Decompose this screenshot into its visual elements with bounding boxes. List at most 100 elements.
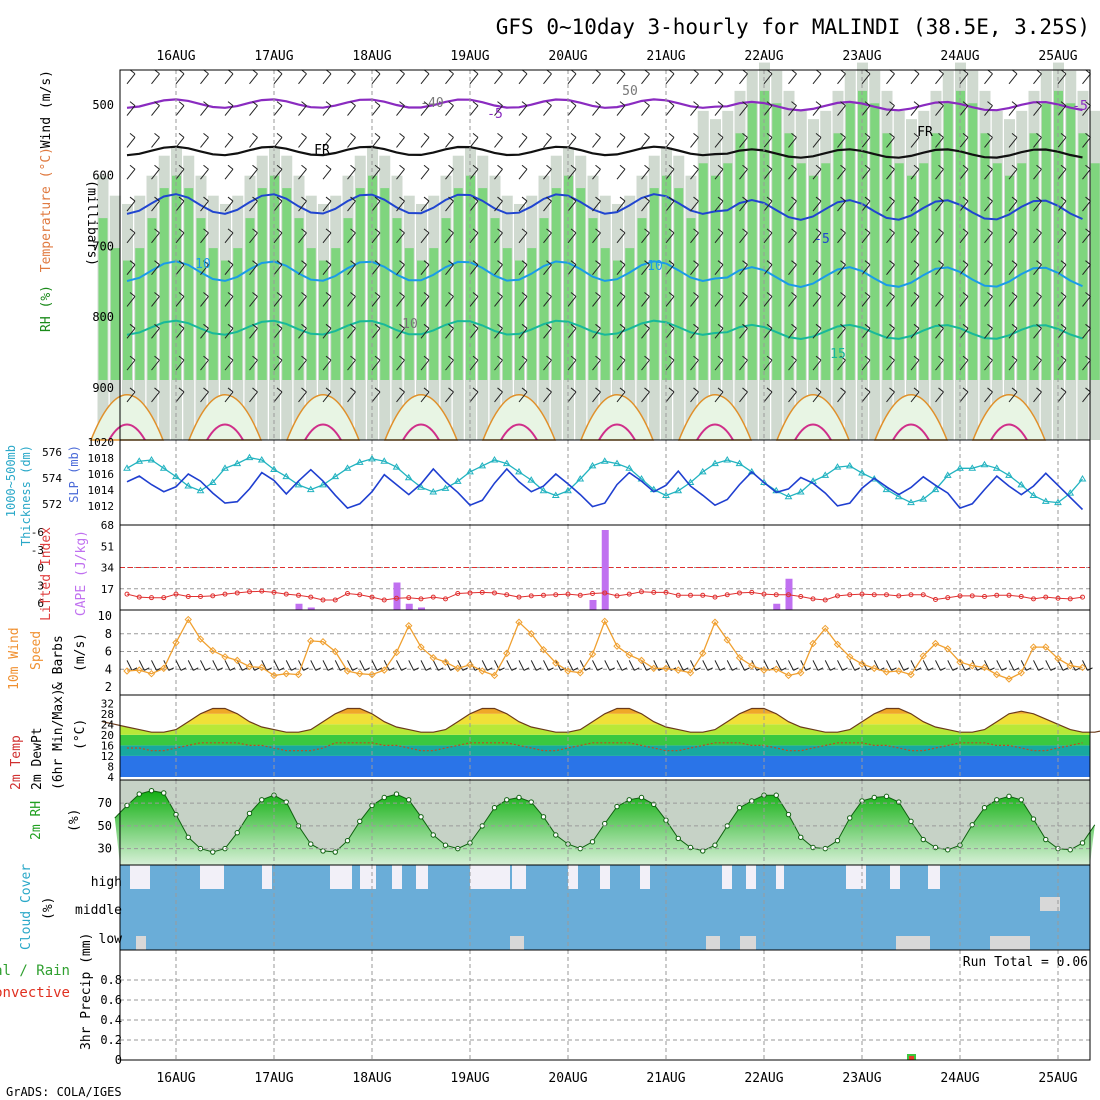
wind-barb-flag [129, 292, 136, 297]
wind-barb [1045, 660, 1052, 671]
wind-point [319, 638, 327, 646]
wind-barb [396, 660, 402, 671]
wind-barb [1033, 391, 1042, 403]
wind-barb [714, 264, 724, 275]
wind-barb-flag [472, 164, 479, 170]
wind-point [503, 649, 511, 657]
wind-point [515, 618, 523, 626]
wind-barb-flag [595, 164, 601, 170]
wind-barb-flag [570, 355, 577, 361]
wind-barb [690, 168, 699, 180]
wind-barb-flag [962, 292, 969, 297]
wind-barb-flag [511, 667, 517, 671]
wind-barb-flag [497, 133, 503, 138]
wind-barb [322, 327, 332, 339]
wind-barb [592, 660, 598, 671]
wind-barb-flag [840, 260, 846, 266]
wind-barb-flag [1060, 323, 1067, 329]
rh-moist [894, 163, 904, 380]
wind-barb [935, 137, 944, 148]
wind-barb-flag [889, 164, 895, 170]
wind-point [674, 666, 682, 674]
wind-barb [935, 660, 941, 671]
rh-moist [600, 248, 610, 380]
wind-barb [420, 168, 430, 180]
wind-barb-flag [742, 164, 748, 170]
rh-point [883, 793, 890, 800]
isotherm-line [126, 260, 1083, 289]
wind-barb-flag [203, 101, 209, 106]
isotherm-line [126, 145, 1083, 159]
wind-barb [959, 200, 969, 212]
wind-barb-flag [742, 323, 748, 329]
wind-barb-flag [472, 355, 479, 361]
wind-barb [592, 391, 601, 403]
wind-barb-flag [595, 292, 601, 297]
wind-barb-flag [217, 667, 223, 671]
wind-barb-flag [1060, 355, 1067, 361]
wind-barb-flag [840, 323, 846, 329]
wind-barb [1008, 232, 1018, 244]
top-date-label: 17AUG [254, 49, 293, 64]
wind-point [625, 651, 633, 659]
rh-moist [294, 218, 304, 380]
wind-barb [984, 200, 993, 212]
wind-barb [224, 73, 234, 85]
wind-barb [126, 359, 136, 371]
wind-barb [567, 264, 577, 275]
wind-barb-flag [791, 260, 797, 266]
wind-barb [1082, 359, 1091, 371]
wind-barb [616, 200, 626, 212]
cloud-high-gap [722, 865, 732, 889]
wind-barb [788, 232, 797, 244]
wind-barb [506, 660, 513, 671]
wind-barb [396, 168, 405, 180]
wind-barb [910, 232, 920, 244]
wind-barb [347, 168, 356, 180]
wind-barb [371, 296, 381, 307]
isotherm-label: 50 [622, 84, 638, 99]
wind-barb [763, 200, 773, 212]
wind-barb-flag [521, 260, 528, 266]
wind-barb-flag [546, 387, 552, 393]
wind-barb [273, 232, 283, 244]
wind-barb [935, 168, 944, 180]
wind-barb [837, 105, 846, 116]
wind-barb-flag [399, 164, 405, 170]
wind-barb-flag [154, 164, 160, 170]
lifted-point [418, 596, 424, 602]
wind-barb [616, 232, 626, 244]
rh-moist [196, 218, 206, 380]
wind-barb [1008, 327, 1018, 339]
wind-barb [714, 660, 721, 671]
rh-moist [613, 260, 622, 380]
lifted-point [185, 593, 191, 599]
thickness-point [711, 459, 719, 467]
wind-point [993, 670, 1001, 679]
wind-barb-flag [227, 196, 234, 202]
wind-barb [249, 73, 258, 85]
thickness-point [613, 459, 621, 467]
wind-barb [396, 200, 405, 212]
rh-moist [625, 248, 635, 380]
wind-barb-flag [423, 292, 430, 297]
pressure-tick: 600 [92, 169, 114, 183]
wind-barb [347, 105, 356, 116]
wind-barb-flag [227, 260, 234, 266]
rh-moist [1066, 103, 1076, 380]
warm-dome [971, 394, 1047, 441]
wind-barb-flag [546, 228, 552, 234]
wind-barb-flag [252, 387, 258, 393]
rh-label: 2m RH [29, 801, 44, 840]
wind-barb-flag [1060, 387, 1067, 393]
wind-barb-flag [1060, 196, 1067, 202]
rh-moist [747, 103, 757, 380]
thickness-point [992, 464, 1001, 471]
wind-barb [347, 327, 356, 339]
wind-barb [543, 359, 552, 371]
wind-barb [690, 264, 699, 275]
wind-barb [1057, 73, 1067, 85]
rh-moist [110, 248, 120, 380]
wind-barb-flag [962, 228, 969, 234]
wind-point [870, 664, 878, 673]
